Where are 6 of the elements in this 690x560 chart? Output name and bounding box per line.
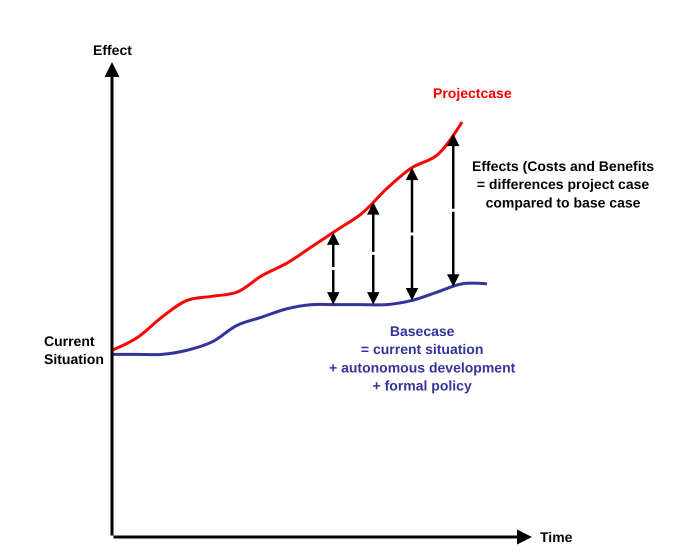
annotation: Current Situation [44, 333, 104, 368]
y-axis-title: Effect [93, 42, 132, 58]
annotation: Effects (Costs and Benefits = differences project case compared to base case [472, 158, 654, 210]
series-label: Basecase = current situation + autonomous development + formal policy [329, 323, 516, 394]
x-axis-title: Time [540, 529, 573, 545]
text: Projectcase [433, 85, 512, 101]
